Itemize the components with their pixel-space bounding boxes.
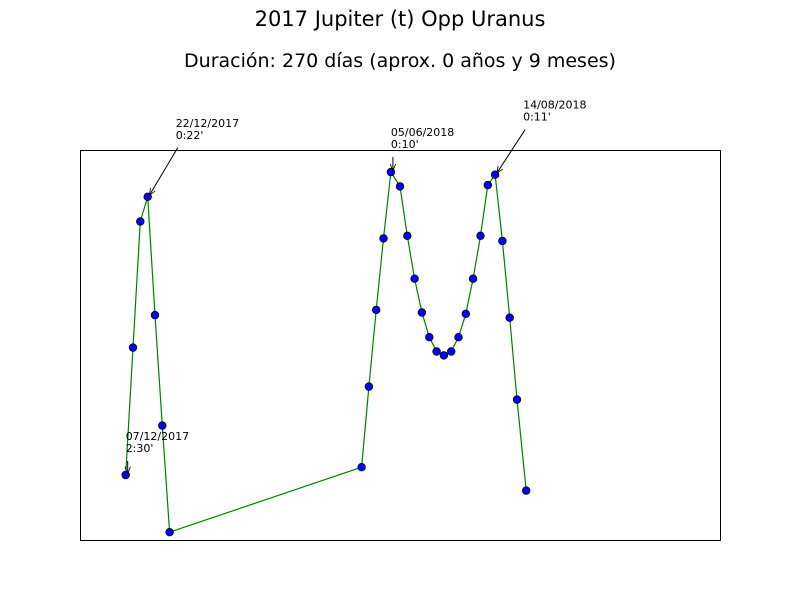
- data-point-12: [395, 182, 405, 191]
- data-point-28: [512, 395, 522, 404]
- data-point-10: [379, 234, 388, 243]
- data-point-15: [417, 308, 427, 317]
- data-point-2: [136, 217, 145, 226]
- plot-area-frame: [80, 150, 721, 541]
- data-point-23: [476, 231, 485, 240]
- annotation-value-3: 0:11': [523, 111, 551, 124]
- data-point-20: [454, 333, 463, 342]
- data-point-21: [461, 309, 470, 318]
- data-point-17: [432, 347, 441, 356]
- series-line: [125, 170, 527, 534]
- annotation-value-0: 2:30': [126, 442, 154, 455]
- data-point-24: [483, 180, 492, 190]
- annotation-arrow-3: [497, 129, 526, 173]
- data-point-14: [410, 274, 419, 283]
- data-point-11: [386, 167, 396, 177]
- annotation-value-1: 0:22': [176, 129, 204, 142]
- data-point-4: [150, 310, 160, 320]
- data-point-16: [425, 333, 434, 342]
- data-point-18: [439, 351, 449, 360]
- data-point-26: [498, 236, 507, 246]
- annotation-value-2: 0:10': [391, 138, 419, 151]
- data-point-22: [468, 274, 478, 283]
- annotation-date-0: 07/12/2017: [126, 430, 189, 443]
- data-point-27: [505, 313, 514, 322]
- data-points-layer: [121, 167, 531, 537]
- data-point-9: [372, 305, 381, 315]
- annotation-arrow-1: [150, 147, 179, 195]
- chart-subtitle: Duración: 270 días (aprox. 0 años y 9 me…: [184, 50, 616, 72]
- data-point-7: [357, 463, 366, 472]
- data-point-0: [121, 470, 130, 480]
- data-point-19: [447, 347, 456, 356]
- annotation-date-1: 22/12/2017: [176, 117, 239, 130]
- data-point-5: [158, 421, 167, 430]
- data-point-1: [128, 343, 138, 352]
- annotation-date-2: 05/06/2018: [391, 126, 454, 139]
- chart-title: 2017 Jupiter (t) Opp Uranus: [254, 7, 546, 31]
- data-point-6: [165, 528, 174, 537]
- annotation-date-3: 14/08/2018: [523, 99, 586, 112]
- data-point-8: [364, 382, 374, 391]
- series-line-layer: [125, 170, 527, 534]
- data-point-29: [522, 486, 531, 495]
- data-point-13: [403, 231, 412, 240]
